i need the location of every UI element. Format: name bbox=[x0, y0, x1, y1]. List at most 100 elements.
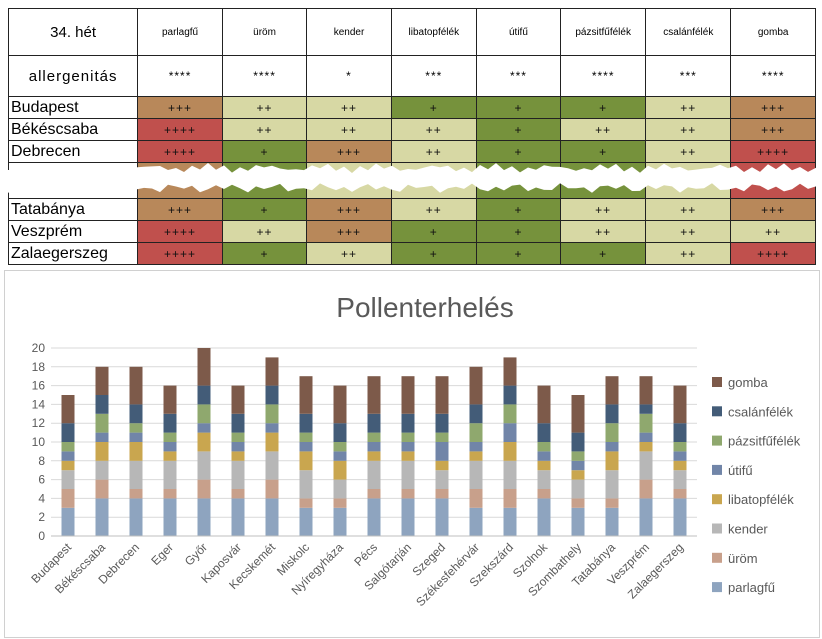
pollen-level-cell: ++++ bbox=[137, 220, 223, 243]
pollen-header: üröm bbox=[221, 8, 308, 56]
bar-segment bbox=[197, 348, 211, 386]
bar-segment bbox=[299, 451, 313, 471]
legend-label: üröm bbox=[728, 551, 758, 566]
bar-segment bbox=[469, 423, 483, 442]
bar-segment bbox=[639, 479, 653, 499]
bar-segment bbox=[163, 460, 177, 489]
pollen-level-cell: ++++ bbox=[730, 242, 816, 265]
bar-segment bbox=[95, 432, 109, 442]
spacer-cell bbox=[730, 162, 816, 199]
bar-segment bbox=[231, 442, 245, 452]
bar-segment bbox=[197, 404, 211, 424]
table-row: Békéscsaba ++++ ++ ++ ++ + ++ ++ +++ bbox=[7, 118, 816, 141]
pollen-level-cell: + bbox=[475, 242, 562, 265]
pollen-header: útifű bbox=[475, 8, 562, 56]
bar-segment bbox=[673, 498, 687, 536]
bar-segment bbox=[503, 404, 517, 424]
pollen-level-cell: + bbox=[221, 140, 308, 163]
x-tick-label: Pécs bbox=[351, 540, 380, 569]
pollen-table: 34. hét parlagfű üröm kender libatopfélék út… bbox=[7, 8, 816, 265]
allergenicity-cell: **** bbox=[137, 55, 223, 97]
pollen-header: libatopfélék bbox=[390, 8, 477, 56]
bar-segment bbox=[503, 489, 517, 508]
y-tick-label: 2 bbox=[38, 510, 45, 524]
bar-segment bbox=[673, 460, 687, 471]
bar-segment bbox=[435, 413, 449, 433]
bar-segment bbox=[673, 489, 687, 499]
week-label: 34. hét bbox=[7, 8, 139, 56]
bar-segment bbox=[537, 470, 551, 489]
pollen-level-cell: ++++ bbox=[137, 242, 223, 265]
pollen-level-cell: + bbox=[475, 220, 562, 243]
pollen-level-cell: + bbox=[221, 242, 308, 265]
bar-segment bbox=[639, 442, 653, 452]
pollen-level-cell: ++ bbox=[390, 198, 477, 221]
pollen-level-cell: +++ bbox=[137, 96, 223, 119]
bar-segment bbox=[129, 489, 143, 499]
bar-segment bbox=[299, 432, 313, 442]
bar-segment bbox=[605, 451, 619, 471]
bar-segment bbox=[639, 413, 653, 433]
pollen-level-cell: ++ bbox=[730, 220, 816, 243]
y-tick-label: 6 bbox=[38, 473, 45, 487]
bar-segment bbox=[537, 451, 551, 461]
bar-segment bbox=[367, 460, 381, 489]
bar-segment bbox=[163, 385, 177, 414]
y-tick-label: 20 bbox=[32, 341, 46, 355]
bar-segment bbox=[333, 460, 347, 480]
allergenicity-cell: *** bbox=[475, 55, 562, 97]
bar-segment bbox=[469, 442, 483, 452]
bar-segment bbox=[503, 442, 517, 461]
pollen-level-cell: ++ bbox=[390, 118, 477, 141]
bar-segment bbox=[537, 498, 551, 536]
allergenicity-cell: *** bbox=[645, 55, 732, 97]
bar-segment bbox=[129, 460, 143, 489]
bar-segment bbox=[503, 423, 517, 442]
bar-segment bbox=[231, 432, 245, 442]
chart-title: Pollenterhelés bbox=[336, 292, 513, 323]
bar-segment bbox=[605, 404, 619, 424]
pollen-level-cell: +++ bbox=[730, 198, 816, 221]
pollen-level-cell: ++++ bbox=[730, 140, 816, 163]
bar-segment bbox=[435, 442, 449, 461]
torn-row-spacer bbox=[7, 162, 816, 199]
bar-segment bbox=[469, 404, 483, 424]
bar-segment bbox=[639, 376, 653, 405]
bar-segment bbox=[571, 470, 585, 480]
city-name: Debrecen bbox=[7, 140, 139, 163]
bar-segment bbox=[435, 498, 449, 536]
legend-swatch bbox=[712, 523, 722, 534]
bar-segment bbox=[469, 507, 483, 536]
city-name: Budapest bbox=[7, 96, 139, 119]
pollen-chart: Pollenterhelés 02468101214161820Budapest… bbox=[28, 292, 801, 609]
bar-segment bbox=[673, 442, 687, 452]
pollen-level-cell: ++ bbox=[645, 118, 732, 141]
legend-label: kender bbox=[728, 522, 768, 537]
allergenicity-cell: **** bbox=[730, 55, 816, 97]
allergenicity-row: allergenitás **** **** * *** *** **** *** **** bbox=[7, 55, 816, 97]
bar-segment bbox=[367, 376, 381, 414]
bar-segment bbox=[299, 470, 313, 499]
bar-segment bbox=[435, 432, 449, 442]
bar-segment bbox=[571, 507, 585, 536]
bar-segment bbox=[61, 507, 75, 536]
bar-segment bbox=[639, 498, 653, 536]
bar-segment bbox=[61, 395, 75, 424]
bar-segment bbox=[299, 507, 313, 536]
bar-segment bbox=[367, 442, 381, 452]
pollen-level-cell: + bbox=[560, 96, 647, 119]
bar-segment bbox=[333, 385, 347, 424]
pollen-level-cell: + bbox=[390, 220, 477, 243]
legend: gomba csalánfélék pázsitfűfélék útifű libato… bbox=[712, 375, 801, 595]
bar-segment bbox=[265, 385, 279, 405]
bar-segment bbox=[333, 507, 347, 536]
chart-panel: Pollenterhelés 0 2 4 6 8 10 12 14 16 18 20 Budapest… bbox=[4, 270, 820, 638]
bar-segment bbox=[503, 507, 517, 536]
legend-label: gomba bbox=[728, 375, 769, 390]
spacer-cell bbox=[645, 162, 732, 199]
bar-segment bbox=[61, 470, 75, 489]
bar-segment bbox=[537, 423, 551, 442]
bar-segment bbox=[639, 451, 653, 480]
pollen-level-cell: +++ bbox=[730, 96, 816, 119]
legend-swatch bbox=[712, 582, 722, 593]
